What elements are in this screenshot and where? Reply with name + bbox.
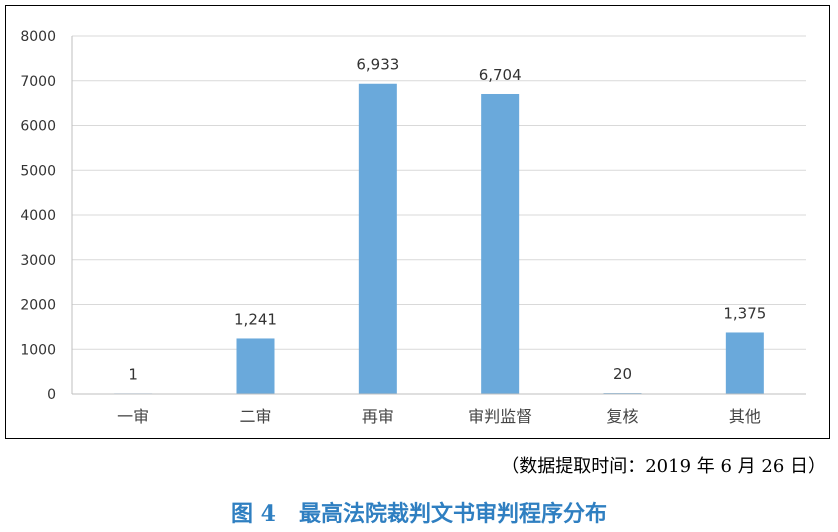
y-tick-label: 6000 xyxy=(20,119,56,135)
data-label: 6,704 xyxy=(479,66,522,84)
data-label: 1 xyxy=(128,365,138,383)
bar xyxy=(236,338,275,394)
data-labels: 1 1,241 6,933 6,704 20 1,375 xyxy=(128,56,766,384)
x-tick-label: 一审 xyxy=(117,407,149,426)
y-tick-label: 2000 xyxy=(20,298,56,314)
data-label: 20 xyxy=(613,365,632,383)
x-tick-label: 复核 xyxy=(606,407,638,426)
bars xyxy=(114,83,764,394)
y-tick-label: 0 xyxy=(47,387,56,403)
data-label: 1,241 xyxy=(234,310,277,328)
y-tick-label: 1000 xyxy=(20,342,56,358)
x-tick-label: 审判监督 xyxy=(468,407,532,426)
bar xyxy=(481,93,520,394)
x-tick-label: 再审 xyxy=(362,407,394,426)
x-tick-label: 二审 xyxy=(239,407,271,426)
axes: 0 1000 2000 3000 4000 5000 6000 7000 8000 一审 二审 再审 审… xyxy=(20,29,806,426)
data-label: 1,375 xyxy=(723,304,766,322)
y-tick-label: 7000 xyxy=(20,74,56,90)
bar xyxy=(725,332,764,394)
gridlines xyxy=(72,35,806,350)
source-note: （数据提取时间：2019 年 6 月 26 日） xyxy=(501,456,826,477)
y-tick-label: 8000 xyxy=(20,29,56,45)
data-label: 6,933 xyxy=(356,56,399,74)
y-tick-label: 4000 xyxy=(20,208,56,224)
y-tick-label: 5000 xyxy=(20,163,56,179)
figure-caption: 图 4 最高法院裁判文书审判程序分布 xyxy=(231,501,607,527)
chart-frame: 1 1,241 6,933 6,704 20 1,375 0 1000 2000 3000 400… xyxy=(5,5,830,439)
bar-chart: 1 1,241 6,933 6,704 20 1,375 0 1000 2000 3000 400… xyxy=(20,29,806,426)
x-tick-label: 其他 xyxy=(729,407,761,426)
bar xyxy=(358,83,397,394)
y-tick-label: 3000 xyxy=(20,253,56,269)
